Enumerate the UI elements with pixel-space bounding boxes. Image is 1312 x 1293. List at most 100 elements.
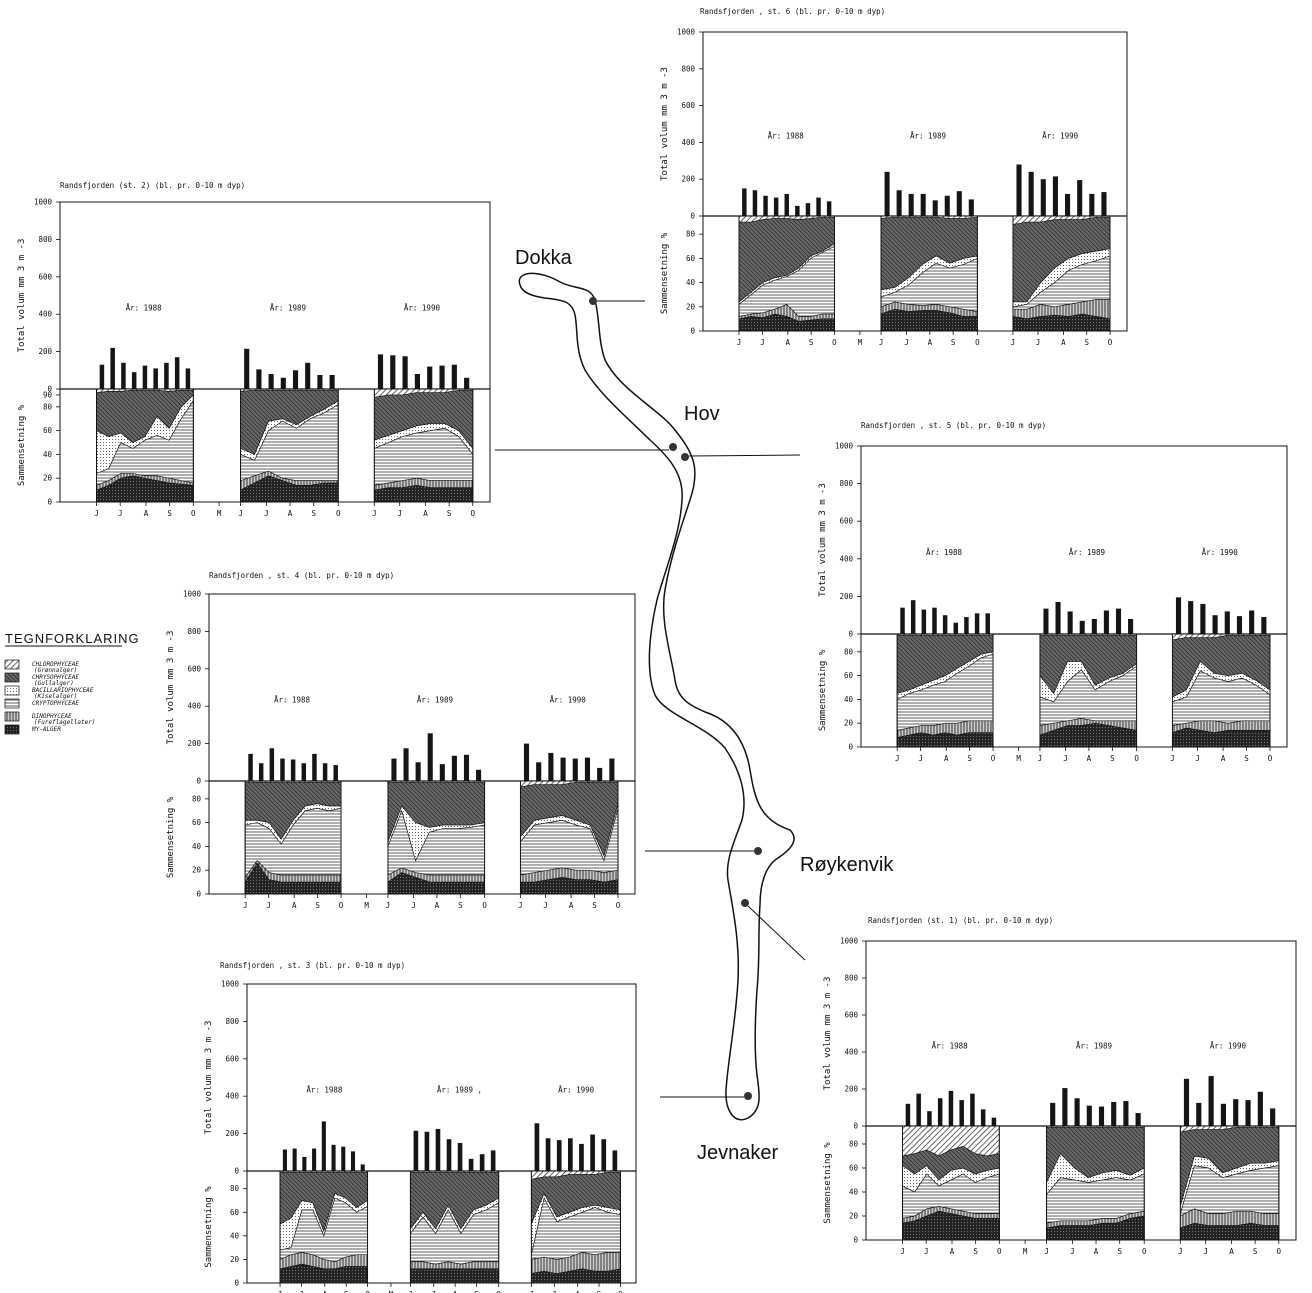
pct-tick-label: 20 — [849, 1212, 859, 1221]
volume-bar — [584, 757, 591, 781]
chart-title: Randsfjorden , st. 6 (bl. pr. 0-10 m dyp… — [700, 7, 885, 16]
volume-bar — [1236, 616, 1243, 634]
legend-label-dino: DINOPHYCEAE — [31, 713, 72, 720]
volume-bar — [1098, 1106, 1105, 1126]
pct-tick-label: 60 — [686, 254, 696, 263]
station-dot-st2 — [669, 443, 677, 451]
volume-bar — [970, 1093, 975, 1126]
volume-bar — [959, 1100, 964, 1126]
volume-bar — [305, 362, 311, 389]
ytick-label: 200 — [681, 175, 695, 184]
year-label: År: 1990 — [1042, 132, 1079, 141]
ytick-label: 800 — [225, 1017, 239, 1026]
month-tick-label: J — [1063, 754, 1068, 763]
volume-bar — [1101, 192, 1107, 216]
volume-bar — [942, 615, 948, 634]
legend-swatch-dino — [4, 711, 20, 722]
month-tick-label: S — [315, 901, 320, 910]
month-tick-label: S — [344, 1290, 349, 1293]
legend-title: TEGNFORKLARING — [5, 631, 140, 646]
volume-bar — [920, 193, 926, 216]
pct-tick-label: 0 — [234, 1279, 239, 1288]
volume-bar — [1135, 1113, 1141, 1126]
pct-tick-label: 20 — [43, 474, 53, 483]
station-markers — [495, 297, 806, 1100]
ytick-label: 400 — [38, 310, 52, 319]
volume-bar — [601, 1139, 607, 1171]
volume-bar — [956, 191, 962, 216]
month-tick-label: A — [288, 509, 293, 518]
month-tick-label: A — [423, 509, 428, 518]
month-tick-label: O — [997, 1247, 1002, 1256]
ylabel-total: Total volum mm 3 m -3 — [818, 483, 828, 597]
pct-tick-label: 0 — [196, 890, 201, 899]
volume-bar — [937, 1098, 943, 1126]
volume-bar — [908, 193, 914, 216]
volume-bar — [905, 1103, 911, 1126]
legend-sublabel-chryso: (Gullalger) — [34, 680, 74, 687]
year-label: År: 1988 — [932, 1041, 969, 1050]
pct-tick-label: 40 — [686, 278, 696, 287]
volume-bar — [391, 758, 397, 781]
volume-bar — [1089, 193, 1095, 216]
volume-bar — [1257, 1091, 1263, 1126]
month-tick-label: O — [191, 509, 196, 518]
legend-label-chryso: CHRYSOPHYCEAE — [32, 674, 79, 681]
volume-bar — [900, 607, 905, 634]
station-dot-st6 — [589, 297, 597, 305]
volume-bar — [403, 748, 409, 781]
month-tick-label: J — [900, 1247, 905, 1256]
year-label: År: 1988 — [126, 303, 163, 312]
volume-bar — [1200, 603, 1206, 634]
month-tick-label: A — [435, 901, 440, 910]
month-tick-label: A — [453, 1290, 458, 1293]
year-label: År: 1989 — [270, 303, 306, 312]
volume-bar — [331, 1144, 336, 1171]
volume-bar — [964, 617, 969, 634]
pct-tick-label: 40 — [230, 1231, 240, 1240]
month-tick-label: J — [1044, 1247, 1049, 1256]
chart-st1: Randsfjorden (st. 1) (bl. pr. 0-10 m dyp… — [823, 916, 1297, 1256]
volume-bar — [980, 1109, 986, 1126]
month-tick-label: S — [458, 901, 463, 910]
month-tick-label: S — [973, 1247, 978, 1256]
volume-bar — [142, 365, 148, 389]
volume-bar — [1040, 179, 1046, 216]
ylabel-composition: Sammensetning % — [660, 232, 670, 314]
year-label: År: 1988 — [926, 548, 963, 557]
volume-bar — [439, 764, 445, 781]
volume-bar — [556, 1140, 562, 1171]
volume-bar — [763, 195, 768, 216]
volume-bar — [816, 197, 821, 216]
month-tick-label: S — [809, 338, 814, 347]
volume-bar — [301, 763, 307, 781]
volume-bar — [560, 757, 566, 781]
place-label-hov: Hov — [684, 403, 720, 425]
month-tick-label: S — [447, 509, 452, 518]
month-tick-label: J — [1011, 338, 1016, 347]
volume-bar — [1188, 601, 1194, 634]
ylabel-total: Total volum mm 3 m -3 — [17, 239, 27, 353]
volume-bar — [944, 195, 950, 216]
pct-tick-label: 20 — [192, 866, 202, 875]
ytick-label: 400 — [225, 1092, 239, 1101]
month-tick-label: J — [397, 509, 402, 518]
year-label: År: 1989 — [417, 695, 453, 704]
volume-bar — [476, 769, 482, 781]
legend: TEGNFORKLARING CHLOROPHYCEAE(Grønnalger)… — [4, 631, 140, 735]
volume-bar — [974, 613, 980, 634]
volume-bar — [174, 357, 180, 389]
month-tick-label: O — [616, 901, 621, 910]
volume-bar — [435, 1128, 441, 1171]
ytick-label: 400 — [839, 554, 853, 563]
pct-tick-label: 60 — [849, 1164, 859, 1173]
legend-swatch-chryso — [4, 672, 20, 683]
month-tick-label: J — [760, 338, 765, 347]
volume-bar — [415, 762, 421, 781]
volume-bar — [463, 754, 470, 781]
pct-tick-label: 60 — [192, 818, 202, 827]
legend-label-my: MY-ALGER — [31, 726, 61, 733]
volume-bar — [1016, 164, 1022, 216]
volume-bar — [439, 365, 445, 389]
volume-bar — [256, 369, 262, 389]
